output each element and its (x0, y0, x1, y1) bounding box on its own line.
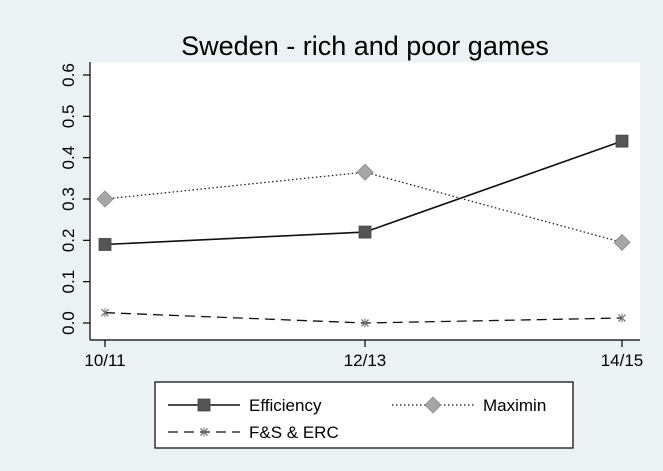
data-point (618, 313, 626, 323)
data-point (613, 233, 631, 251)
series-x (101, 308, 626, 328)
data-point (358, 225, 372, 239)
y-axis: 0.0 0.1 0.2 0.3 0.4 0.5 0.6 (59, 62, 91, 340)
legend-marker (424, 396, 442, 414)
data-point (98, 238, 112, 251)
y-tick-label: 0.3 (59, 187, 78, 211)
series-square (98, 134, 629, 251)
x-axis: 10/11 12/13 14/15 (84, 339, 644, 370)
chart-title: Sweden - rich and poor games (181, 31, 549, 61)
legend-item: F&S & ERC (168, 423, 339, 442)
legend-item: Efficiency (168, 396, 322, 415)
series-diamond (96, 163, 631, 251)
data-point (101, 308, 109, 318)
legend-label: F&S & ERC (249, 423, 339, 442)
plot-area (90, 62, 640, 340)
y-tick-label: 0.2 (59, 229, 78, 253)
legend: Efficiency Maximin F&S & ERC (154, 381, 574, 449)
data-point (356, 163, 374, 181)
y-tick-label: 0.0 (59, 311, 78, 335)
data-point (96, 190, 114, 208)
legend-label: Efficiency (249, 396, 322, 415)
legend-marker (197, 398, 211, 412)
y-tick-label: 0.6 (59, 63, 78, 87)
legend-box (154, 381, 574, 449)
data-point (615, 134, 629, 148)
legend-marker (200, 427, 208, 437)
x-tick-label: 10/11 (84, 351, 125, 370)
series-layer (96, 134, 631, 328)
legend-label: Maximin (483, 396, 546, 415)
data-point (361, 318, 369, 328)
x-tick-label: 12/13 (344, 351, 387, 370)
legend-item: Maximin (392, 396, 546, 415)
y-tick-label: 0.5 (59, 105, 78, 129)
x-tick-label: 14/15 (601, 351, 644, 370)
y-tick-label: 0.1 (59, 270, 78, 294)
y-tick-label: 0.4 (59, 146, 78, 170)
